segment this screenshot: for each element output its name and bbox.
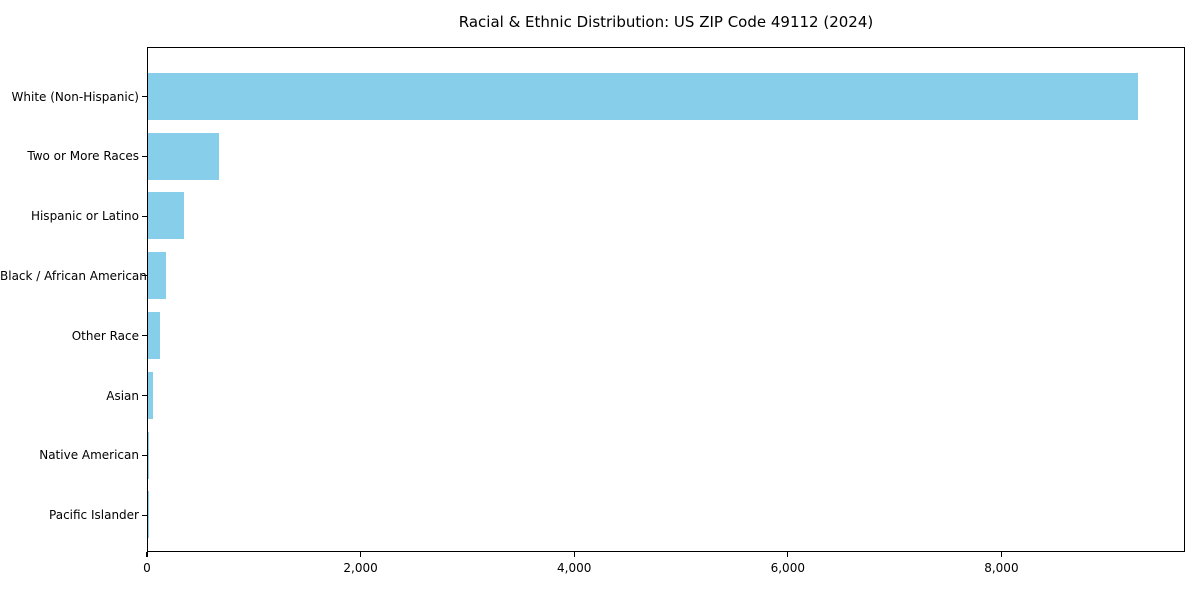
y-tick-label-pacific-islander: Pacific Islander: [49, 508, 139, 523]
x-tick-label: 2,000: [343, 561, 378, 575]
bar-other-race: [148, 312, 161, 359]
y-tick-label-black-african-american: Black / African American: [0, 268, 147, 283]
bar-white-non-hispanic: [148, 72, 1139, 120]
x-tick-label: 8,000: [984, 561, 1019, 575]
y-tick-mark: [142, 275, 147, 277]
y-tick-mark: [142, 335, 147, 337]
y-tick-label-native-american: Native American: [39, 448, 139, 463]
x-tick-label: 6,000: [770, 561, 805, 575]
bar-native-american: [148, 431, 150, 479]
y-tick-label-asian: Asian: [106, 388, 139, 403]
x-tick-label: 0: [143, 561, 151, 575]
bar-two-or-more-races: [148, 132, 220, 180]
x-tick-label: 4,000: [557, 561, 592, 575]
x-tick-mark: [360, 552, 362, 557]
y-tick-label-other-race: Other Race: [71, 328, 139, 343]
chart-title: Racial & Ethnic Distribution: US ZIP Cod…: [458, 13, 874, 31]
y-tick-label-hispanic-or-latino: Hispanic or Latino: [30, 209, 139, 224]
y-tick-mark: [142, 394, 147, 397]
x-tick-mark: [146, 552, 148, 557]
bar-black-african-american: [148, 252, 167, 300]
y-tick-label-white-non-hispanic: White (Non-Hispanic): [11, 89, 139, 104]
plot-area: [147, 47, 1185, 552]
x-tick-mark: [787, 552, 789, 557]
x-tick-mark: [573, 552, 575, 557]
x-tick-mark: [1000, 552, 1002, 557]
y-tick-mark: [142, 155, 147, 157]
y-tick-mark: [142, 514, 147, 516]
y-tick-label-two-or-more-races: Two or More Races: [27, 149, 139, 164]
bar-asian: [148, 371, 154, 419]
y-tick-mark: [142, 454, 147, 456]
y-tick-mark: [142, 95, 147, 98]
y-tick-mark: [142, 215, 147, 217]
bar-hispanic-or-latino: [148, 192, 185, 240]
